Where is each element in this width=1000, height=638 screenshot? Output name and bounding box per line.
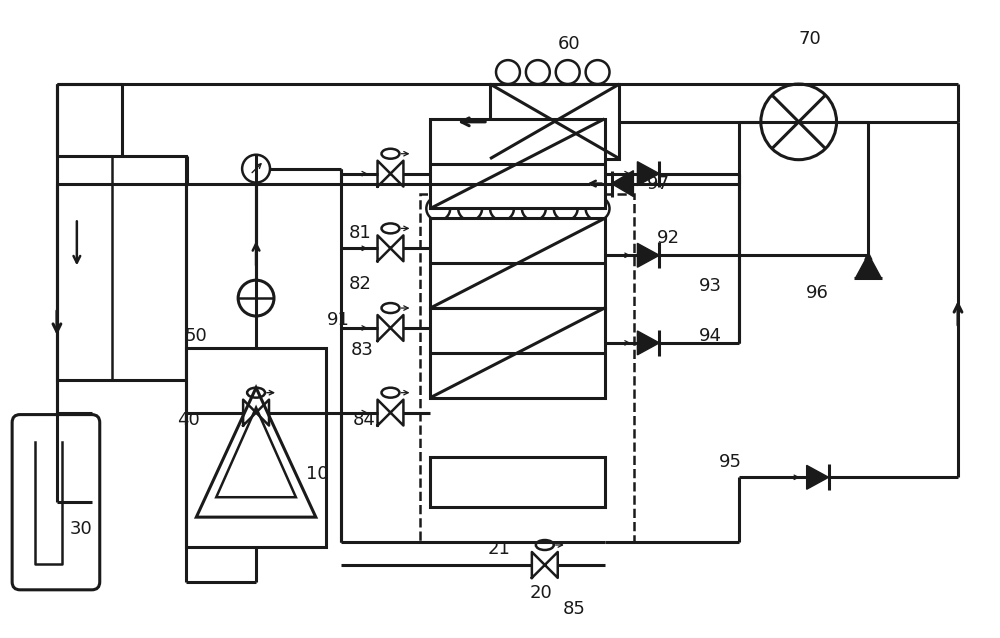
Bar (490, 84, 619, 159)
Bar (186, 348, 326, 547)
Text: 83: 83 (351, 341, 374, 359)
Bar (57, 156, 186, 380)
Bar (430, 119, 605, 209)
Text: 97: 97 (647, 175, 670, 193)
Polygon shape (855, 255, 881, 278)
Text: 93: 93 (699, 277, 722, 295)
Text: 70: 70 (799, 30, 821, 48)
Bar (430, 308, 605, 397)
Text: 40: 40 (177, 411, 200, 429)
Polygon shape (807, 465, 829, 489)
Bar (430, 457, 605, 507)
Text: 10: 10 (306, 465, 328, 484)
Text: 84: 84 (353, 411, 376, 429)
Polygon shape (612, 170, 633, 197)
Text: 95: 95 (719, 454, 742, 471)
FancyBboxPatch shape (12, 415, 100, 590)
Bar (430, 218, 605, 308)
Text: 60: 60 (558, 35, 580, 53)
Text: 96: 96 (806, 284, 829, 302)
Text: 50: 50 (184, 327, 207, 345)
Text: 82: 82 (349, 275, 372, 293)
Text: 94: 94 (699, 327, 722, 345)
Text: 92: 92 (657, 229, 680, 248)
Polygon shape (637, 161, 659, 186)
Text: 81: 81 (349, 225, 371, 242)
Bar (420, 193, 634, 542)
Text: 21: 21 (488, 540, 511, 558)
Polygon shape (637, 243, 659, 267)
Text: 91: 91 (327, 311, 350, 329)
Text: 30: 30 (70, 520, 93, 538)
Text: 20: 20 (530, 584, 553, 602)
Text: 85: 85 (563, 600, 586, 618)
Polygon shape (637, 331, 659, 355)
